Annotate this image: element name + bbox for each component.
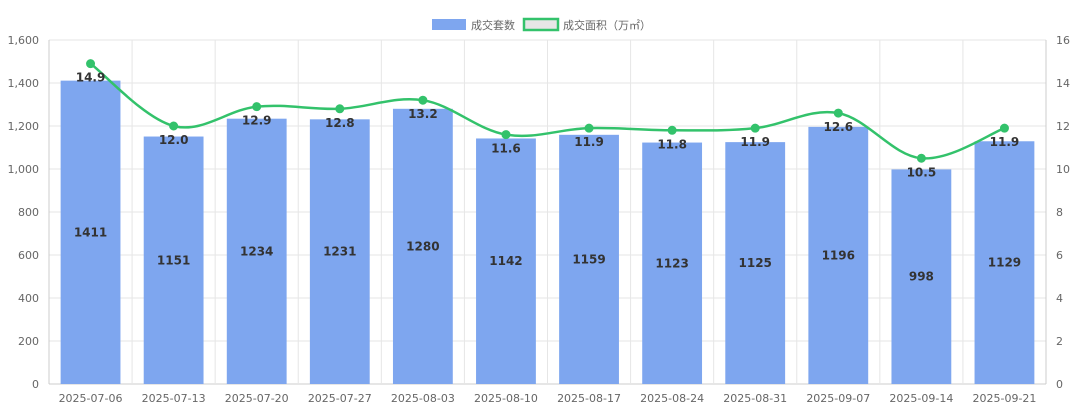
bar-value-label: 1159 (572, 252, 605, 266)
bar[interactable] (974, 141, 1035, 384)
bar[interactable] (891, 169, 952, 384)
y-left-tick-label: 1,600 (8, 34, 40, 47)
y-left-tick-label: 1,200 (8, 120, 40, 133)
x-tick-label: 2025-07-20 (225, 392, 289, 405)
bar-value-label: 1196 (822, 248, 855, 262)
line-value-label: 12.6 (823, 120, 853, 134)
line-value-label: 11.9 (574, 135, 604, 149)
bar-value-label: 998 (909, 270, 934, 284)
legend-item-line[interactable]: 成交面积（万㎡） (522, 17, 651, 32)
bar[interactable] (808, 126, 869, 385)
y-right-tick-label: 8 (1056, 206, 1063, 219)
line-point[interactable] (584, 123, 594, 133)
x-tick-label: 2025-08-17 (557, 392, 621, 405)
legend-swatch-line (522, 17, 560, 32)
bar-value-label: 1125 (739, 256, 772, 270)
bar[interactable] (392, 108, 453, 385)
x-tick-label: 2025-08-03 (391, 392, 455, 405)
y-left-tick-label: 1,400 (8, 77, 40, 90)
x-tick-label: 2025-07-27 (308, 392, 372, 405)
line-value-label: 12.8 (325, 116, 355, 130)
y-right-tick-label: 10 (1056, 163, 1070, 176)
bar-series (60, 80, 1035, 385)
line-point[interactable] (667, 125, 677, 135)
line-point[interactable] (833, 108, 843, 118)
line-point[interactable] (501, 130, 511, 140)
line-point[interactable] (999, 123, 1009, 133)
y-right-tick-label: 14 (1056, 77, 1070, 90)
legend-swatch-bar (432, 19, 466, 30)
line-value-label: 11.6 (491, 142, 521, 156)
bar-value-label: 1123 (655, 256, 688, 270)
bar[interactable] (309, 119, 370, 385)
line-series (86, 59, 1009, 163)
line-value-label: 13.2 (408, 107, 438, 121)
line-value-label: 14.9 (76, 71, 106, 85)
bar-value-label: 1151 (157, 253, 190, 267)
y-right-tick-label: 2 (1056, 335, 1063, 348)
y-left-tick-label: 400 (18, 292, 39, 305)
x-tick-label: 2025-09-14 (889, 392, 953, 405)
y-left-tick-label: 600 (18, 249, 39, 262)
bar[interactable] (143, 136, 204, 384)
legend-item-bar[interactable]: 成交套数 (432, 18, 515, 32)
bar-value-label: 1231 (323, 245, 356, 259)
bar[interactable] (642, 142, 703, 384)
line-point[interactable] (916, 153, 926, 163)
bar-value-label: 1129 (988, 256, 1021, 270)
y-left-tick-label: 800 (18, 206, 39, 219)
y-left-tick-label: 0 (32, 378, 39, 391)
line-value-label: 11.9 (990, 135, 1020, 149)
line-point[interactable] (418, 95, 428, 105)
line-point[interactable] (335, 104, 345, 114)
line-point[interactable] (86, 59, 96, 69)
x-tick-label: 2025-08-24 (640, 392, 704, 405)
line-value-label: 10.5 (907, 165, 937, 179)
legend-label-bar: 成交套数 (471, 18, 515, 32)
y-right-tick-label: 12 (1056, 120, 1070, 133)
line-value-label: 12.9 (242, 114, 272, 128)
bar[interactable] (725, 142, 786, 384)
bar[interactable] (559, 134, 619, 384)
y-right-tick-label: 0 (1056, 378, 1063, 391)
line-point[interactable] (750, 123, 760, 133)
y-left-tick-label: 200 (18, 335, 39, 348)
legend[interactable]: 成交套数 成交面积（万㎡） (432, 17, 651, 32)
line-value-label: 11.8 (657, 137, 687, 151)
y-right-tick-label: 16 (1056, 34, 1070, 47)
line-value-label: 12.0 (159, 133, 189, 147)
x-tick-label: 2025-07-06 (59, 392, 123, 405)
y-left-tick-label: 1,000 (8, 163, 40, 176)
bar[interactable] (226, 118, 287, 384)
x-tick-label: 2025-08-31 (723, 392, 787, 405)
legend-label-line: 成交面积（万㎡） (563, 18, 651, 32)
x-tick-label: 2025-07-13 (142, 392, 206, 405)
y-right-tick-label: 4 (1056, 292, 1063, 305)
x-tick-label: 2025-08-10 (474, 392, 538, 405)
area-line (89, 62, 1005, 160)
bar-value-label: 1411 (74, 225, 107, 239)
data-labels: 1411 1151 1234 1231 1280 1142 1159 1123 1125 1196… (74, 71, 1021, 284)
bar-value-label: 1142 (489, 254, 522, 268)
bar[interactable] (476, 138, 536, 384)
line-point[interactable] (169, 121, 179, 131)
y-right-tick-label: 6 (1056, 249, 1063, 262)
x-tick-label: 2025-09-07 (806, 392, 870, 405)
line-point[interactable] (252, 102, 262, 112)
x-tick-label: 2025-09-21 (972, 392, 1036, 405)
bar[interactable] (60, 80, 121, 384)
line-value-label: 11.9 (740, 135, 770, 149)
bar-value-label: 1280 (406, 239, 439, 253)
bar-value-label: 1234 (240, 244, 273, 258)
